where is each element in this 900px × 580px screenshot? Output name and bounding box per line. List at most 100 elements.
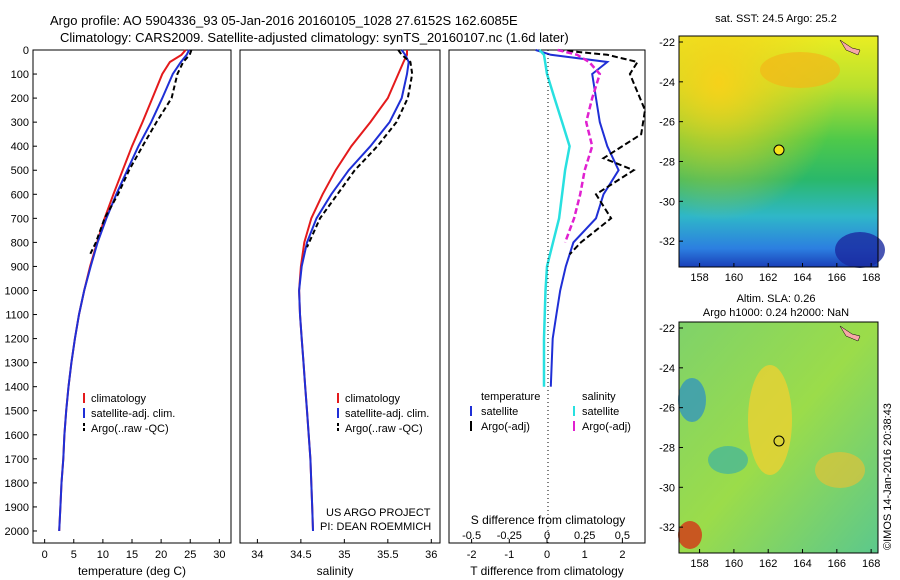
title-line2: Climatology: CARS2009. Satellite-adjuste… [60,30,569,45]
map-y-tick-label: -32 [659,236,675,248]
series-line [58,49,190,532]
temp-xlabel: temperature (deg C) [78,564,186,578]
series-line [558,49,647,256]
series-line [557,48,602,243]
legend-climatology: climatology [345,393,401,405]
map-sst-axis-ticks: 158 160 162 164 166 168 -22 -24 -26 -28 -30 -32 [659,37,880,284]
x-tick-label: 10 [97,549,109,561]
map-x-tick-label: 164 [793,272,811,284]
legend-satellite: satellite-adj. clim. [345,408,429,420]
map-sst-title: sat. SST: 24.5 Argo: 25.2 [715,13,837,25]
x-tick-top-label: -0.5 [462,530,481,542]
sal-profile-lines [298,49,414,532]
x-tick-label: 36 [425,549,437,561]
map-sla-title1: Altim. SLA: 0.26 [737,293,816,305]
depth-tick-label: 400 [11,141,29,153]
legend-argo: Argo(..raw -QC) [91,423,169,435]
series-line [306,49,414,248]
map-y-tick-label: -32 [659,522,675,534]
diff-panel-frame [448,49,646,544]
x-tick-top-label: -0.25 [497,530,522,542]
depth-tick-label: 800 [11,237,29,249]
temp-legend: climatology satellite-adj. clim. Argo(..… [83,393,175,435]
series-line [538,49,571,387]
map-y-tick-label: -28 [659,156,675,168]
map-x-tick-label: 164 [793,558,811,570]
legend-satellite: satellite-adj. clim. [91,408,175,420]
diff-legend: temperature satellite Argo(-adj) salinit… [470,391,631,433]
map-y-tick-label: -24 [659,363,675,375]
credit-pi: PI: DEAN ROEMMICH [320,521,431,533]
x-tick-top-label: 0 [544,530,550,542]
map-sst-argo-marker [773,144,785,156]
x-tick-label: 20 [155,549,167,561]
credit-side: ©IMOS 14-Jan-2016 20:38:43 [882,403,894,550]
legend-argo: Argo(..raw -QC) [345,423,423,435]
x-tick-label: 35 [338,549,350,561]
legend-sal-sat: satellite [582,406,619,418]
map-sla-low1 [678,378,706,422]
legend-sal-title: salinity [582,391,616,403]
map-y-tick-label: -22 [659,37,675,49]
map-sst [678,35,885,268]
depth-tick-label: 0 [23,45,29,57]
x-tick-label: 34 [251,549,263,561]
depth-tick-label: 1200 [5,334,29,346]
x-tick-label: 2 [619,549,625,561]
temp-profile-lines [58,49,193,532]
depth-tick-label: 1900 [5,502,29,514]
depth-tick-label: 1800 [5,478,29,490]
map-sla-land [839,325,861,342]
map-y-tick-label: -24 [659,77,675,89]
series-line [58,49,187,532]
temp-axis-ticks: 0 5 10 15 20 25 30 [42,539,225,561]
diff-xlabel-top: S difference from climatology [471,513,626,527]
x-tick-label: 34.5 [290,549,311,561]
depth-tick-label: 300 [11,117,29,129]
series-line [89,49,193,255]
map-x-tick-label: 166 [828,558,846,570]
x-tick-label: 0 [544,549,550,561]
map-x-tick-label: 160 [725,558,743,570]
map-x-tick-label: 166 [828,272,846,284]
map-x-tick-label: 168 [862,558,880,570]
legend-temp-argo: Argo(-adj) [481,421,530,433]
sal-panel-frame [239,49,441,544]
depth-tick-label: 1500 [5,406,29,418]
sal-xlabel: salinity [317,564,354,578]
series-line [535,49,620,387]
map-y-tick-label: -26 [659,403,675,415]
x-tick-label: 15 [126,549,138,561]
depth-tick-label: 1100 [5,310,29,322]
sal-legend: climatology satellite-adj. clim. Argo(..… [320,393,431,533]
x-tick-label: 35.5 [377,549,398,561]
map-sla-title2: Argo h1000: 0.24 h2000: NaN [703,307,849,319]
depth-tick-label: 1600 [5,430,29,442]
map-sst-warm-patch2 [760,52,840,88]
diff-axis-ticks: -2 -1 0 1 2 -0.5 -0.25 0 0.25 0.5 [462,530,630,561]
map-x-tick-label: 162 [759,558,777,570]
map-sla-low2 [708,446,748,474]
legend-climatology: climatology [91,393,147,405]
depth-tick-label: 700 [11,213,29,225]
map-y-tick-label: -28 [659,442,675,454]
x-tick-top-label: 0.25 [574,530,595,542]
depth-tick-label: 1000 [5,285,29,297]
map-y-tick-label: -22 [659,323,675,335]
depth-tick-label: 100 [11,69,29,81]
map-sla-frame [678,321,879,554]
map-sst-cold-patch [835,232,885,268]
map-sst-frame [678,35,879,268]
x-tick-label: -1 [504,549,514,561]
series-line [298,49,410,532]
map-sla [678,321,879,554]
depth-tick-label: 1400 [5,382,29,394]
diff-profile-lines [535,48,647,387]
diff-xlabel: T difference from climatology [470,564,624,578]
x-tick-label: 25 [184,549,196,561]
legend-temp-title: temperature [481,391,540,403]
credit-project: US ARGO PROJECT [326,507,431,519]
x-tick-label: 1 [582,549,588,561]
map-sla-hot [678,521,702,549]
